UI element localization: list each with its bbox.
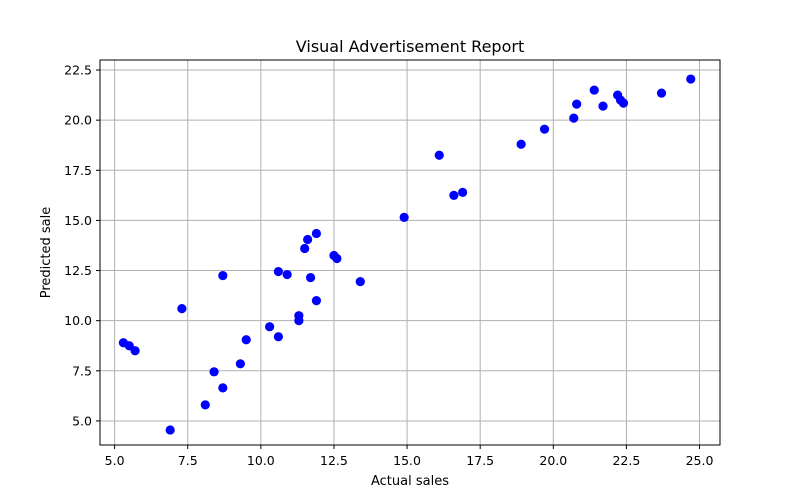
- x-tick-label: 17.5: [466, 453, 494, 468]
- plot-frame: [99, 59, 721, 446]
- data-point: [218, 383, 228, 393]
- data-point: [516, 139, 526, 149]
- y-axis-ticks: 5.0 7.5 10.0 12.5 15.0 17.5 20.0 22.5: [64, 63, 100, 428]
- data-point: [589, 85, 599, 95]
- data-point: [311, 296, 322, 306]
- data-point: [294, 316, 304, 326]
- data-point: [273, 332, 283, 342]
- data-point: [332, 253, 342, 264]
- x-tick-label: 5.0: [105, 453, 125, 468]
- y-tick-label: 7.5: [72, 363, 92, 378]
- data-point: [218, 270, 228, 281]
- data-point: [300, 243, 310, 254]
- data-point: [311, 228, 322, 239]
- data-point: [618, 98, 629, 108]
- data-point: [209, 367, 219, 377]
- data-point: [241, 335, 251, 345]
- data-point: [130, 346, 140, 356]
- data-point: [265, 322, 275, 332]
- data-point: [656, 88, 667, 98]
- data-point: [399, 212, 409, 223]
- y-tick-label: 20.0: [64, 113, 92, 128]
- data-point: [303, 234, 313, 245]
- data-point: [572, 99, 582, 109]
- y-tick-label: 15.0: [64, 213, 92, 228]
- y-tick-label: 12.5: [64, 263, 92, 278]
- x-tick-label: 7.5: [178, 453, 198, 468]
- y-tick-label: 10.0: [64, 313, 92, 328]
- data-point: [569, 113, 579, 123]
- data-point: [165, 425, 175, 435]
- y-tick-label: 5.0: [72, 413, 92, 428]
- y-axis-label: Predicted sale: [39, 207, 54, 299]
- data-point: [539, 124, 550, 134]
- x-axis-ticks: 5.0 7.5 10.0 12.5 15.0 17.5 20.0 22.5 25.0: [105, 445, 714, 468]
- data-point: [282, 269, 292, 280]
- data-point: [686, 74, 696, 84]
- data-point: [200, 400, 210, 410]
- data-point: [458, 187, 468, 197]
- x-tick-label: 12.5: [320, 453, 348, 468]
- data-point: [305, 272, 316, 283]
- y-tick-label: 22.5: [64, 63, 92, 78]
- data-point: [598, 101, 608, 111]
- x-tick-label: 22.5: [612, 453, 640, 468]
- grid: [100, 60, 720, 445]
- data-point: [449, 190, 459, 200]
- data-point: [177, 304, 187, 314]
- data-point: [273, 266, 283, 277]
- data-points: [118, 74, 696, 435]
- data-point: [355, 276, 365, 287]
- x-tick-label: 25.0: [686, 453, 714, 468]
- x-tick-label: 10.0: [247, 453, 275, 468]
- x-axis-label: Actual sales: [371, 474, 449, 489]
- x-tick-label: 15.0: [393, 453, 421, 468]
- data-point: [434, 150, 444, 160]
- chart-title: Visual Advertisement Report: [296, 37, 524, 56]
- data-point: [235, 359, 245, 369]
- y-tick-label: 17.5: [64, 163, 92, 178]
- x-tick-label: 20.0: [539, 453, 567, 468]
